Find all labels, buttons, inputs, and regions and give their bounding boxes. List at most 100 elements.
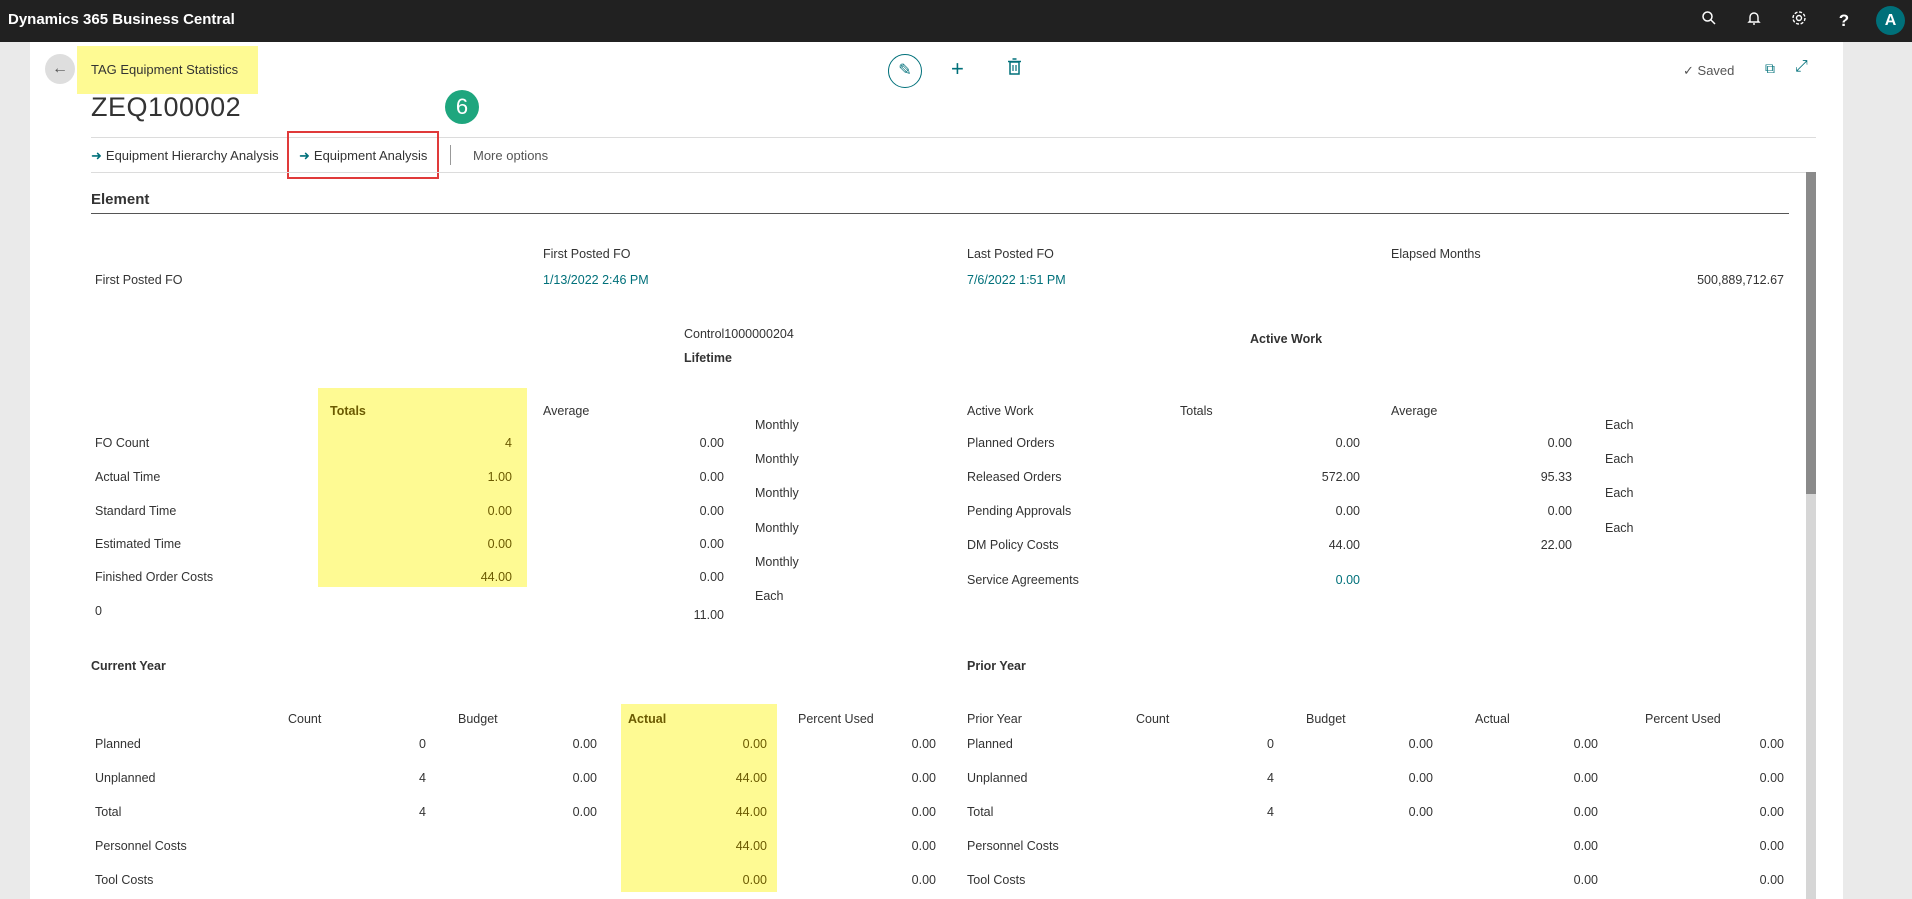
lifetime-row-total: 0.00: [487, 504, 512, 518]
prior-year-row-percent: 0.00: [1759, 771, 1784, 785]
prior-year-row-percent: 0.00: [1759, 805, 1784, 819]
prior-year-percent-header: Percent Used: [1645, 712, 1721, 726]
gear-icon[interactable]: [1788, 10, 1810, 32]
more-options-button[interactable]: More options: [473, 148, 549, 163]
active-work-row-period: Each: [1605, 418, 1634, 432]
first-posted-value[interactable]: 1/13/2022 2:46 PM: [543, 273, 649, 287]
active-work-row-average: 95.33: [1540, 470, 1572, 484]
action-label: Equipment Analysis: [313, 148, 428, 163]
new-plus-icon[interactable]: +: [951, 56, 964, 81]
current-year-row-label: Personnel Costs: [95, 839, 187, 853]
current-year-row-label: Tool Costs: [95, 873, 154, 887]
lifetime-average-header: Average: [543, 404, 590, 418]
callout-box: [287, 131, 439, 179]
lifetime-row-period: Each: [755, 589, 784, 603]
prior-year-label-header: Prior Year: [967, 712, 1022, 726]
prior-year-row-percent: 0.00: [1759, 737, 1784, 751]
lifetime-row-period: Monthly: [755, 418, 799, 432]
active-work-row-label: Service Agreements: [967, 573, 1079, 587]
lifetime-row-total: 0.00: [487, 537, 512, 551]
action-arrow-icon: ➜: [299, 148, 310, 163]
prior-year-row-budget: 0.00: [1408, 737, 1433, 751]
action-arrow-icon: ➜: [91, 148, 102, 163]
active-work-row-total: 44.00: [1328, 538, 1360, 552]
prior-year-row-actual: 0.00: [1573, 737, 1598, 751]
lifetime-title: Lifetime: [684, 351, 732, 365]
active-work-row-period: Each: [1605, 452, 1634, 466]
step-badge: 6: [445, 90, 479, 124]
lifetime-row-label: Estimated Time: [95, 537, 182, 551]
current-year-count-header: Count: [288, 712, 322, 726]
lifetime-row-period: Monthly: [755, 486, 799, 500]
current-year-row-actual: 0.00: [742, 873, 767, 887]
open-new-window-icon[interactable]: ⧉: [1765, 60, 1775, 76]
prior-year-row-count: 4: [1267, 805, 1274, 819]
lifetime-row-total: 4: [505, 436, 512, 450]
current-year-budget-header: Budget: [458, 712, 498, 726]
edit-pencil-icon[interactable]: ✎: [888, 54, 922, 88]
prior-year-row-label: Personnel Costs: [967, 839, 1059, 853]
current-year-row-budget: 0.00: [572, 737, 597, 751]
lifetime-row-label: Standard Time: [95, 504, 177, 518]
title-highlight: [77, 46, 258, 94]
actionbar-top-divider: [91, 137, 1816, 138]
delete-trash-icon[interactable]: [1007, 58, 1022, 81]
prior-year-row-label: Unplanned: [967, 771, 1028, 785]
prior-year-row-count: 4: [1267, 771, 1274, 785]
prior-year-row-percent: 0.00: [1759, 839, 1784, 853]
current-year-row-label: Planned: [95, 737, 141, 751]
prior-year-row-label: Tool Costs: [967, 873, 1026, 887]
active-work-title: Active Work: [1250, 332, 1323, 346]
active-work-col-label: Active Work: [967, 404, 1034, 418]
prior-year-row-actual: 0.00: [1573, 839, 1598, 853]
active-work-row-period: Each: [1605, 521, 1634, 535]
lifetime-row-average: 11.00: [693, 608, 724, 622]
prior-year-row-count: 0: [1267, 737, 1274, 751]
search-icon[interactable]: [1698, 10, 1720, 32]
avatar[interactable]: A: [1876, 6, 1905, 35]
checkmark-icon: ✓: [1683, 63, 1694, 78]
lifetime-row-label: Actual Time: [95, 470, 161, 484]
active-work-row-label: Planned Orders: [967, 436, 1055, 450]
prior-year-row-budget: 0.00: [1408, 771, 1433, 785]
active-work-average-header: Average: [1391, 404, 1438, 418]
active-work-row-average: 22.00: [1540, 538, 1572, 552]
last-posted-value[interactable]: 7/6/2022 1:51 PM: [967, 273, 1066, 287]
element-section-title: Element: [91, 191, 150, 208]
active-work-row-average: 0.00: [1547, 504, 1572, 518]
prior-year-row-actual: 0.00: [1573, 805, 1598, 819]
back-arrow-icon[interactable]: ←: [45, 54, 75, 84]
equipment-analysis-action[interactable]: ➜ Equipment Analysis: [299, 148, 427, 164]
current-year-row-actual: 44.00: [735, 839, 767, 853]
current-year-row-percent: 0.00: [911, 771, 936, 785]
action-separator: [450, 145, 451, 165]
active-work-row-average: 0.00: [1547, 436, 1572, 450]
elapsed-months-header: Elapsed Months: [1391, 247, 1481, 261]
prior-year-row-actual: 0.00: [1573, 771, 1598, 785]
prior-year-row-label: Total: [967, 805, 994, 819]
help-icon[interactable]: ?: [1838, 11, 1850, 30]
lifetime-row-period: Monthly: [755, 452, 799, 466]
current-year-row-actual: 0.00: [742, 737, 767, 751]
prior-year-row-actual: 0.00: [1573, 873, 1598, 887]
collapse-icon[interactable]: ⤢: [1795, 58, 1808, 75]
active-work-row-total: 0.00: [1335, 504, 1360, 518]
app-title[interactable]: Dynamics 365 Business Central: [8, 11, 235, 28]
bell-icon[interactable]: [1743, 10, 1765, 32]
scrollbar-track[interactable]: [1806, 172, 1816, 899]
lifetime-row-label: FO Count: [95, 436, 150, 450]
equipment-hierarchy-analysis-action[interactable]: ➜ Equipment Hierarchy Analysis: [91, 148, 279, 164]
prior-year-row-budget: 0.00: [1408, 805, 1433, 819]
element-row-label: First Posted FO: [95, 273, 183, 287]
lifetime-row-average: 0.00: [699, 470, 724, 484]
saved-status: ✓ Saved: [1683, 63, 1734, 79]
active-work-row-total[interactable]: 0.00: [1335, 573, 1360, 587]
scrollbar-thumb[interactable]: [1806, 172, 1816, 494]
record-number: ZEQ100002: [91, 92, 242, 122]
prior-year-budget-header: Budget: [1306, 712, 1346, 726]
current-year-row-percent: 0.00: [911, 873, 936, 887]
active-work-row-label: Pending Approvals: [967, 504, 1072, 518]
elapsed-months-value: 500,889,712.67: [1697, 273, 1784, 287]
current-year-row-actual: 44.00: [735, 771, 767, 785]
prior-year-row-label: Planned: [967, 737, 1013, 751]
